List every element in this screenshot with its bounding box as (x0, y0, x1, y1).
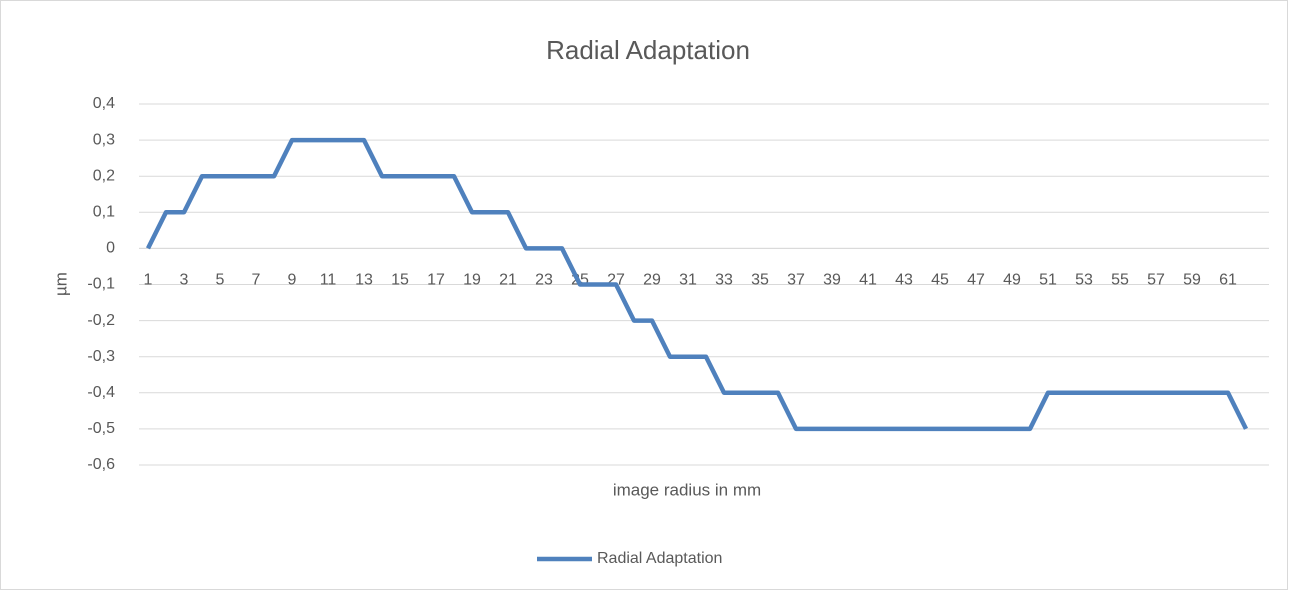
y-tick-label: 0 (106, 240, 115, 257)
x-tick-label: 3 (180, 272, 189, 289)
x-tick-label: 5 (216, 272, 225, 289)
x-tick-label: 41 (859, 272, 877, 289)
x-tick-label: 7 (252, 272, 261, 289)
x-tick-label: 53 (1075, 272, 1093, 289)
y-tick-label: -0,6 (87, 456, 115, 473)
y-tick-label: 0,3 (93, 131, 115, 148)
y-tick-label: -0,5 (87, 420, 115, 437)
x-tick-label: 1 (144, 272, 153, 289)
x-tick-label: 55 (1111, 272, 1129, 289)
x-tick-label: 17 (427, 272, 445, 289)
y-tick-label: -0,4 (87, 384, 115, 401)
legend-label: Radial Adaptation (597, 550, 722, 567)
x-tick-label: 21 (499, 272, 517, 289)
x-tick-label: 45 (931, 272, 949, 289)
x-tick-label: 43 (895, 272, 913, 289)
x-tick-label: 61 (1219, 272, 1237, 289)
x-tick-label: 9 (288, 272, 297, 289)
x-tick-label: 19 (463, 272, 481, 289)
x-axis-title: image radius in mm (613, 480, 761, 499)
x-tick-label: 47 (967, 272, 985, 289)
x-tick-label: 39 (823, 272, 841, 289)
x-tick-label: 37 (787, 272, 805, 289)
x-tick-label: 13 (355, 272, 373, 289)
x-tick-label: 33 (715, 272, 733, 289)
x-tick-label: 11 (320, 272, 337, 289)
x-tick-label: 49 (1003, 272, 1021, 289)
chart-title: Radial Adaptation (546, 35, 750, 65)
y-tick-label: 0,1 (93, 204, 115, 221)
y-tick-label: 0,2 (93, 167, 115, 184)
y-tick-label: -0,1 (87, 276, 115, 293)
x-tick-label: 51 (1039, 272, 1057, 289)
y-tick-label: 0,4 (93, 95, 115, 112)
x-tick-label: 15 (391, 272, 409, 289)
series-line (145, 137, 1249, 432)
x-tick-label: 31 (679, 272, 697, 289)
x-tick-label: 23 (535, 272, 553, 289)
x-tick-label: 57 (1147, 272, 1165, 289)
x-tick-label: 29 (643, 272, 661, 289)
y-axis-title: µm (51, 272, 70, 296)
x-tick-label: 59 (1183, 272, 1201, 289)
x-tick-label: 35 (751, 272, 769, 289)
y-tick-label: -0,3 (87, 348, 115, 365)
y-tick-label: -0,2 (87, 312, 115, 329)
